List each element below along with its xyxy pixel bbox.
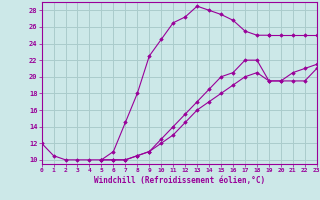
X-axis label: Windchill (Refroidissement éolien,°C): Windchill (Refroidissement éolien,°C) <box>94 176 265 185</box>
